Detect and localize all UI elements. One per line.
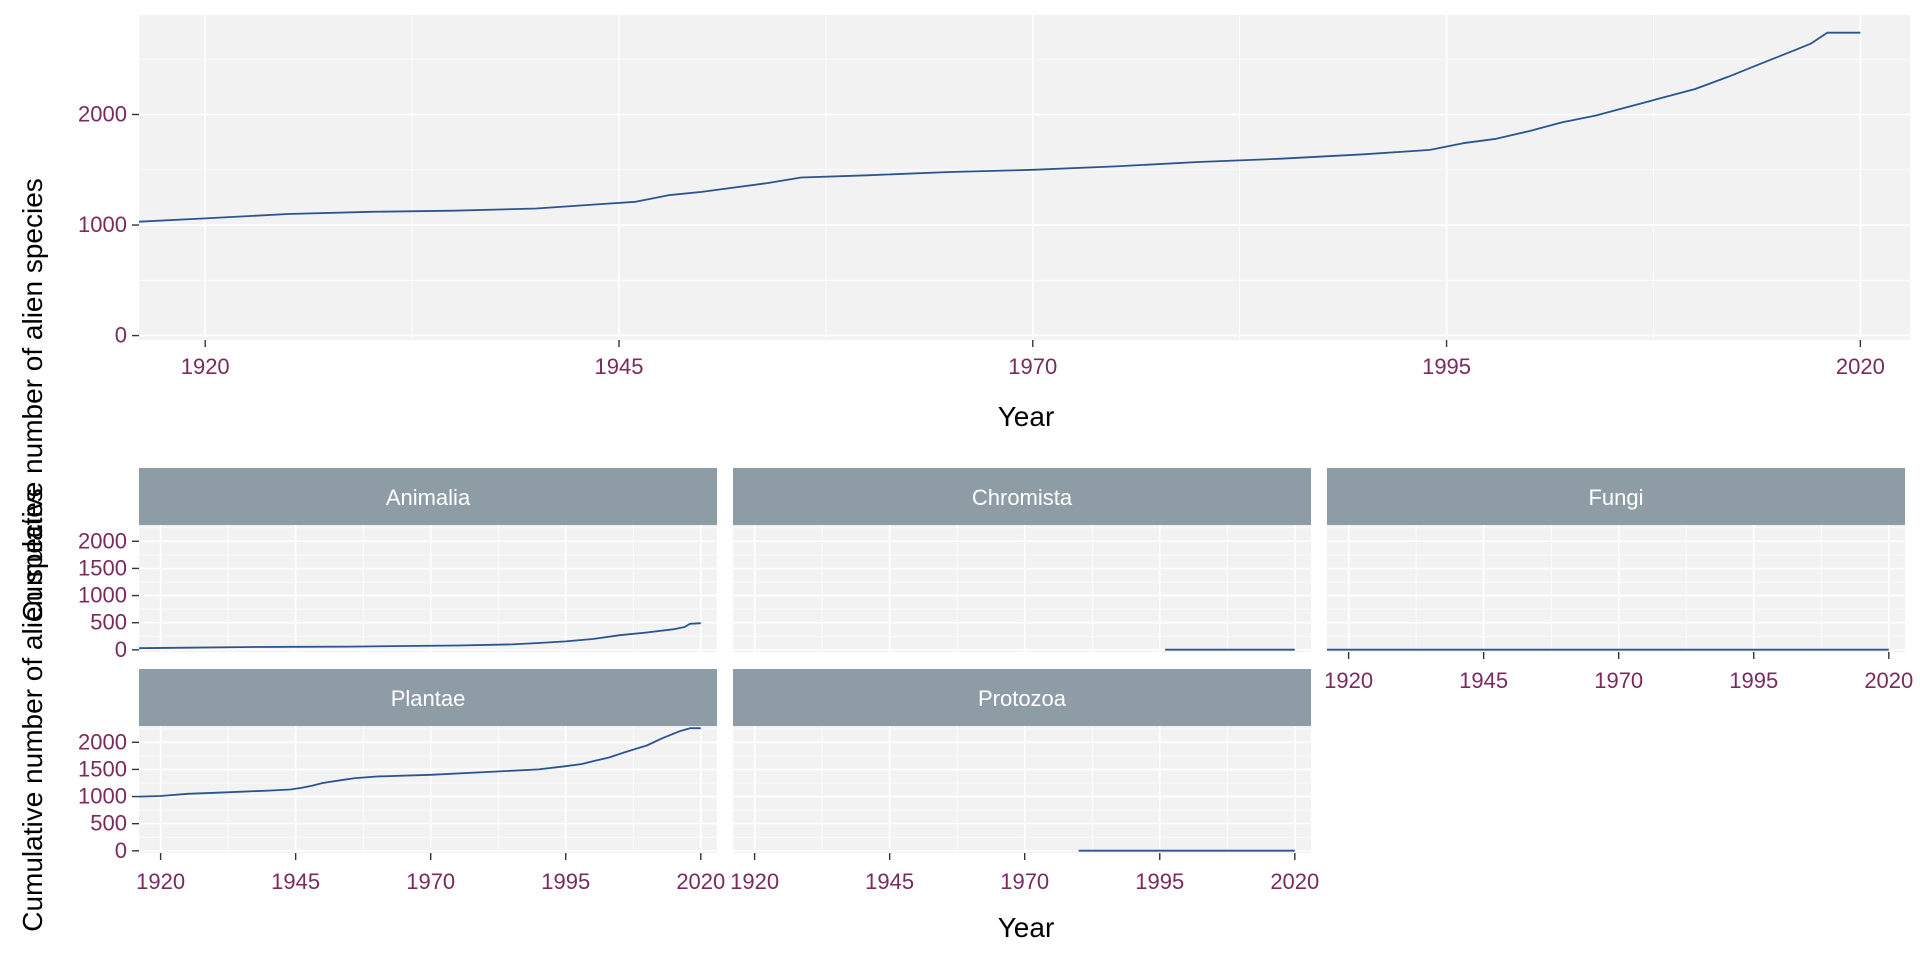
facet-animalia-y-tick-label: 500 [90,610,127,635]
facet-protozoa-x-tick-label: 1920 [730,869,779,894]
facet-fungi-x-tick-label: 2020 [1864,668,1913,693]
bottom-x-axis-title: Year [998,912,1055,943]
overall-panel-background [139,15,1910,340]
facet-plantae-series-line [138,727,701,798]
facet-fungi-strip [1327,468,1905,525]
facet-plantae-strip-label: Plantae [391,686,466,711]
overall-x-tick-label: 1920 [181,354,230,379]
facet-fungi-x-tick-label: 1995 [1729,668,1778,693]
facet-plantae-y-tick-label: 2000 [78,729,127,754]
facet-protozoa-x-tick-label: 2020 [1270,869,1319,894]
facet-animalia-y-tick-label: 2000 [78,528,127,553]
facet-plantae-panel-background [139,726,717,853]
facet-chromista-panel-background [733,525,1311,652]
facet-plantae-x-tick-label: 1970 [406,869,455,894]
facet-plantae-x-tick-label: 2020 [676,869,725,894]
overall-series-line [138,31,1861,223]
facet-y-axis-title: Cumulative number of alien species [17,488,48,932]
facet-protozoa-x-tick-label: 1970 [1000,869,1049,894]
shared-y-axis-title: Cumulative number of alien species [17,178,48,622]
facet-fungi-x-tick-label: 1945 [1459,668,1508,693]
facet-protozoa-panel-background [733,726,1311,853]
facet-animalia-panel-background [139,525,717,652]
overall-x-tick-label: 1970 [1008,354,1057,379]
facet-animalia-y-tick-label: 1000 [78,583,127,608]
overall-y-tick-label: 1000 [78,212,127,237]
facet-chromista-strip-label: Chromista [972,485,1073,510]
top-x-axis-title: Year [998,401,1055,432]
facet-plantae-y-tick-label: 0 [115,838,127,863]
facet-animalia-strip-label: Animalia [386,485,471,510]
facet-fungi-x-tick-label: 1970 [1594,668,1643,693]
facet-plantae-y-tick-label: 1500 [78,756,127,781]
overall-y-tick-label: 2000 [78,101,127,126]
facet-protozoa-strip-label: Protozoa [978,686,1067,711]
facet-fungi-strip-label: Fungi [1588,485,1643,510]
facet-plantae-x-tick-label: 1920 [136,869,185,894]
facet-animalia-y-tick-label: 1500 [78,555,127,580]
overall-y-tick-label: 0 [115,323,127,348]
facet-chromista-strip [733,468,1311,525]
facet-animalia-series-line [138,622,701,650]
facet-protozoa-strip [733,669,1311,726]
facet-animalia-strip [139,468,717,525]
facet-chromista-panel: Chromista [733,468,1311,652]
facet-animalia-y-tick-label: 0 [115,637,127,662]
overall-x-tick-label: 2020 [1836,354,1885,379]
facet-fungi-panel-background [1327,525,1905,652]
facet-fungi-x-tick-label: 1920 [1324,668,1373,693]
overall-panel: 0 1000 2000 1920 1945 1970 1995 2020 [78,15,1910,379]
facet-plantae-y-tick-label: 1000 [78,784,127,809]
overall-x-tick-label: 1945 [595,354,644,379]
facet-plantae-x-tick-label: 1945 [271,869,320,894]
facet-fungi-panel: 1920 1945 1970 1995 2020 Fungi [1324,468,1913,693]
facet-protozoa-x-tick-label: 1995 [1135,869,1184,894]
facet-plantae-y-tick-label: 500 [90,811,127,836]
facet-protozoa-panel: 1920 1945 1970 1995 2020 Protozoa [730,669,1319,894]
facet-plantae-strip [139,669,717,726]
facet-plantae-x-tick-label: 1995 [541,869,590,894]
overall-x-tick-label: 1995 [1422,354,1471,379]
facet-protozoa-x-tick-label: 1945 [865,869,914,894]
